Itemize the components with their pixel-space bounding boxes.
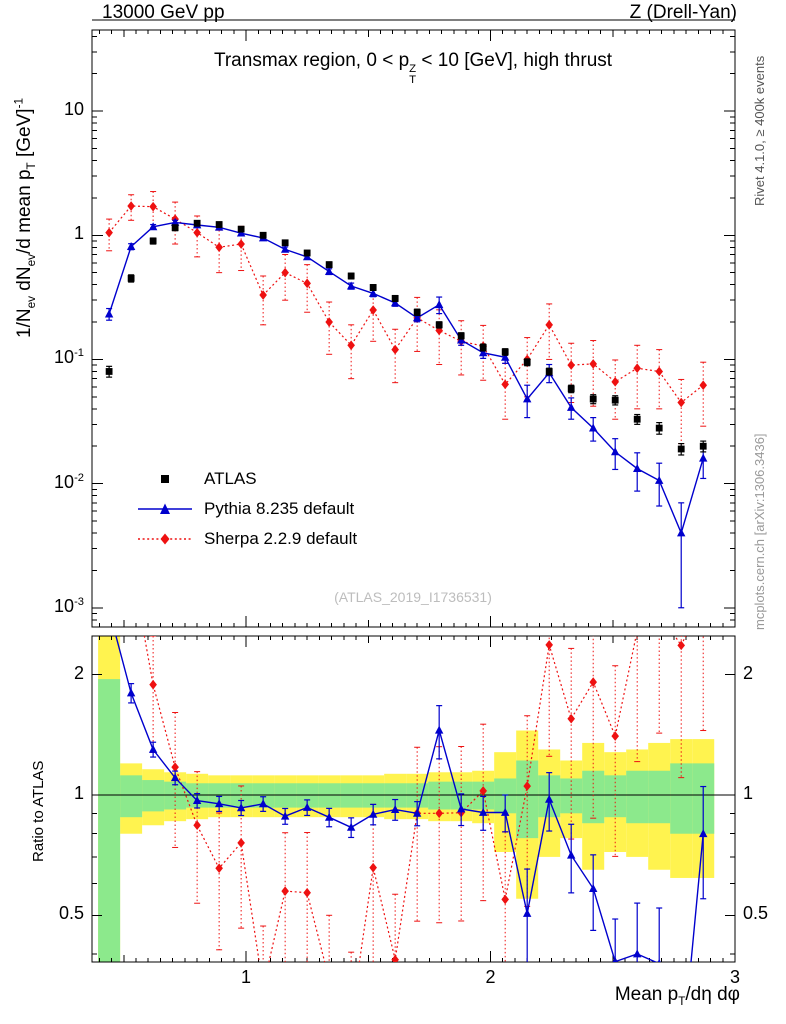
y-tick-label-main: 10-1: [54, 347, 84, 368]
legend-label: ATLAS: [204, 469, 257, 488]
ratio-tick-label-left: 2: [73, 662, 84, 683]
legend-label: Pythia 8.235 default: [204, 499, 355, 518]
ratio-tick-label-right: 0.5: [743, 903, 769, 924]
x-tick-label: 1: [241, 967, 252, 987]
legend-marker-triangle: [138, 503, 192, 514]
x-tick-label: 3: [729, 967, 740, 987]
legend-item: ATLAS: [136, 464, 357, 494]
ratio-tick-label-left: 1: [73, 783, 84, 803]
y-tick-label-main: 10-2: [54, 471, 84, 492]
ratio-tick-label-right: 1: [743, 783, 754, 803]
pythia-series-ratio: [115, 636, 708, 962]
legend-item: Sherpa 2.2.9 default: [136, 524, 357, 554]
x-axis-title: Mean pT/dη dφ: [614, 984, 740, 1008]
ratio-tick-label-left: 0.5: [58, 903, 84, 924]
generator-note: Rivet 4.1.0, ≥ 400k events: [752, 55, 767, 206]
legend-item: Pythia 8.235 default: [136, 494, 357, 524]
sherpa-series-ratio: [143, 636, 707, 962]
axes-frame: [91, 29, 736, 963]
atlas-series-main: [105, 219, 707, 456]
analysis-watermark: (ATLAS_2019_I1736531): [334, 589, 492, 605]
beam-energy-label: 13000 GeV pp: [102, 2, 225, 23]
ratio-axis-title: Ratio to ATLAS: [30, 760, 47, 862]
legend-marker-square: [161, 475, 169, 483]
legend-marker-diamond: [138, 533, 192, 545]
sherpa-series-main: [105, 191, 708, 445]
ratio-tick-label-right: 2: [743, 662, 754, 683]
legend: ATLAS Pythia 8.235 default Sherpa 2.2.9 de…: [136, 464, 357, 554]
legend-label: Sherpa 2.2.9 default: [204, 529, 358, 548]
pythia-series-main: [104, 217, 708, 609]
y-tick-label-main: 10: [63, 99, 84, 120]
process-label: Z (Drell-Yan): [629, 2, 737, 23]
y-tick-label-main: 10-3: [54, 595, 84, 616]
mcplots-note: mcplots.cern.ch [arXiv:1306.3436]: [752, 433, 767, 630]
x-tick-label: 2: [485, 967, 496, 987]
y-tick-label-main: 1: [73, 223, 84, 244]
y-axis-title: 1/Nev dNev/d mean pT [GeV]-1: [12, 97, 38, 338]
